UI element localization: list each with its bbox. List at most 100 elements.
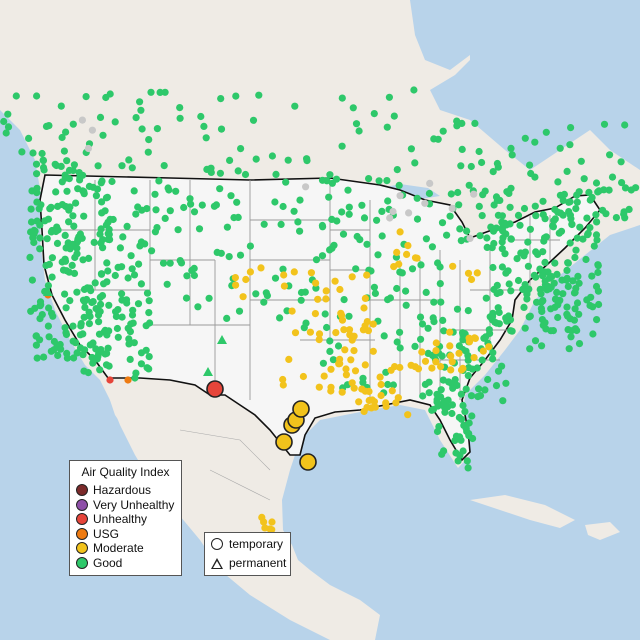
station-dot — [588, 193, 596, 202]
station-dot — [341, 346, 349, 354]
station-dot — [172, 187, 180, 195]
station-dot — [291, 102, 299, 110]
station-dot — [507, 235, 515, 243]
station-dot — [617, 158, 625, 166]
station-dot — [234, 167, 242, 175]
station-dot — [242, 275, 250, 284]
station-dot — [621, 184, 630, 192]
station-dot — [68, 261, 76, 269]
station-dot — [38, 149, 46, 158]
station-dot — [473, 269, 481, 277]
station-dot — [355, 398, 363, 406]
large-station-marker — [206, 380, 224, 398]
station-dot — [48, 309, 56, 317]
station-dot — [396, 363, 404, 372]
station-dot — [148, 247, 156, 255]
station-dot — [48, 254, 57, 262]
shape-legend: temporary permanent — [204, 532, 291, 576]
station-dot — [190, 271, 198, 280]
station-dot — [589, 330, 597, 338]
station-dot — [385, 93, 393, 101]
permanent-station-marker — [217, 335, 227, 344]
station-dot — [25, 134, 33, 142]
station-dot — [447, 352, 455, 360]
station-dot — [345, 326, 354, 334]
station-dot — [80, 313, 88, 321]
station-dot — [138, 125, 146, 133]
station-dot — [92, 345, 100, 353]
station-dot — [422, 288, 430, 296]
station-dot — [350, 332, 358, 340]
station-dot — [464, 269, 473, 277]
station-dot — [455, 349, 463, 357]
station-dot — [252, 155, 260, 163]
station-dot — [448, 401, 456, 409]
station-dot — [70, 222, 78, 230]
very-unhealthy-swatch — [76, 498, 88, 511]
station-dot — [540, 237, 548, 245]
station-dot — [62, 128, 70, 136]
station-dot — [130, 271, 139, 279]
legend-item-usg: USG — [70, 527, 181, 542]
station-dot — [296, 227, 304, 235]
station-dot — [279, 375, 287, 384]
station-dot — [524, 262, 533, 270]
station-dot — [425, 189, 433, 198]
unhealthy-swatch — [76, 513, 88, 526]
station-dot — [482, 294, 490, 302]
station-dot — [268, 526, 276, 534]
station-dot — [478, 212, 486, 220]
station-dot — [134, 203, 142, 211]
station-dot — [195, 225, 204, 233]
station-dot — [90, 238, 98, 246]
station-dot — [502, 379, 510, 387]
station-dot — [152, 206, 160, 214]
station-dot — [369, 347, 377, 355]
station-dot — [303, 155, 311, 163]
station-dot — [333, 217, 341, 225]
station-dot — [434, 259, 442, 267]
station-dot — [299, 372, 307, 381]
station-dot — [489, 263, 497, 272]
station-dot — [79, 296, 88, 304]
station-dot — [424, 324, 432, 332]
station-dot — [396, 328, 404, 336]
station-dot — [271, 198, 279, 206]
station-dot — [76, 331, 84, 339]
station-dot — [539, 197, 547, 205]
station-dot — [526, 225, 535, 233]
station-dot — [66, 245, 74, 253]
legend-label: Moderate — [93, 541, 144, 556]
station-dot — [584, 231, 592, 239]
station-dot — [464, 307, 472, 315]
station-dot — [363, 271, 371, 279]
station-dot — [312, 284, 320, 292]
station-dot — [54, 351, 62, 360]
station-dot — [455, 413, 463, 422]
station-dot — [565, 345, 573, 353]
station-dot — [307, 269, 315, 277]
station-dot — [344, 186, 352, 194]
station-dot — [279, 265, 287, 273]
station-dot — [48, 273, 56, 281]
station-dot — [56, 340, 64, 349]
station-dot — [441, 408, 449, 416]
large-station-markers — [206, 380, 317, 471]
station-dot — [554, 178, 562, 186]
station-dot — [407, 145, 415, 153]
station-dot — [272, 170, 280, 178]
station-dot — [554, 313, 562, 322]
station-dot — [453, 305, 462, 313]
station-dot — [440, 327, 448, 335]
station-dot — [605, 186, 613, 194]
station-dot — [118, 263, 126, 271]
large-station-marker — [299, 453, 317, 471]
station-dot — [350, 347, 358, 355]
station-dot — [118, 313, 126, 321]
station-dot — [467, 275, 476, 284]
station-dot — [492, 319, 501, 327]
station-dot — [326, 337, 334, 345]
station-dot — [608, 173, 617, 181]
station-dot — [187, 200, 195, 208]
station-dot — [111, 118, 119, 126]
